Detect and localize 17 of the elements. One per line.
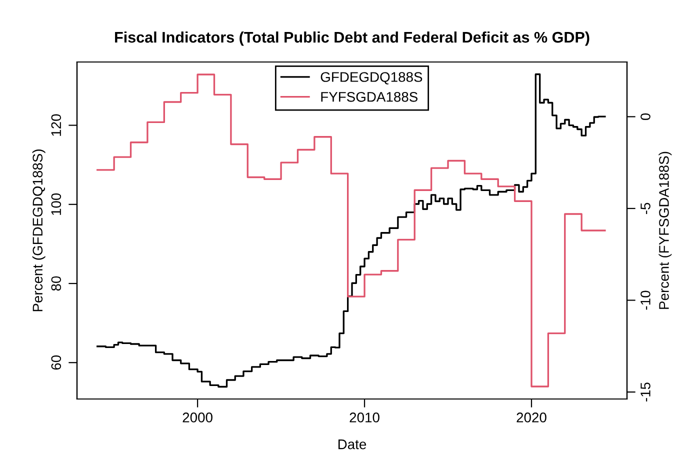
y-tick-label: 100 [51, 193, 62, 215]
x-tick-label: 2020 [516, 412, 546, 422]
chart-title: Fiscal Indicators (Total Public Debt and Federal Deficit as % GDP) [115, 31, 590, 46]
y-tick-label: 80 [51, 276, 62, 291]
x-tick-label: 2010 [350, 412, 380, 422]
y-tick-label: 60 [51, 355, 62, 370]
y2-tick-label: -5 [640, 202, 650, 214]
legend-label: FYFSGDA188S [321, 92, 418, 102]
y-tick-label: 120 [51, 114, 62, 136]
y2-axis-title: Percent (FYFSGDA188S) [658, 152, 672, 309]
x-tick-label: 2000 [182, 412, 212, 422]
y-axis-title: Percent (GFDEGDQ188S) [32, 150, 46, 312]
y2-tick-label: -10 [640, 290, 650, 310]
x-axis-title: Date [338, 440, 366, 450]
y2-tick-label: -15 [640, 382, 650, 402]
y2-tick-label: 0 [640, 113, 650, 120]
legend-label: GFDEGDQ188S [320, 72, 422, 84]
